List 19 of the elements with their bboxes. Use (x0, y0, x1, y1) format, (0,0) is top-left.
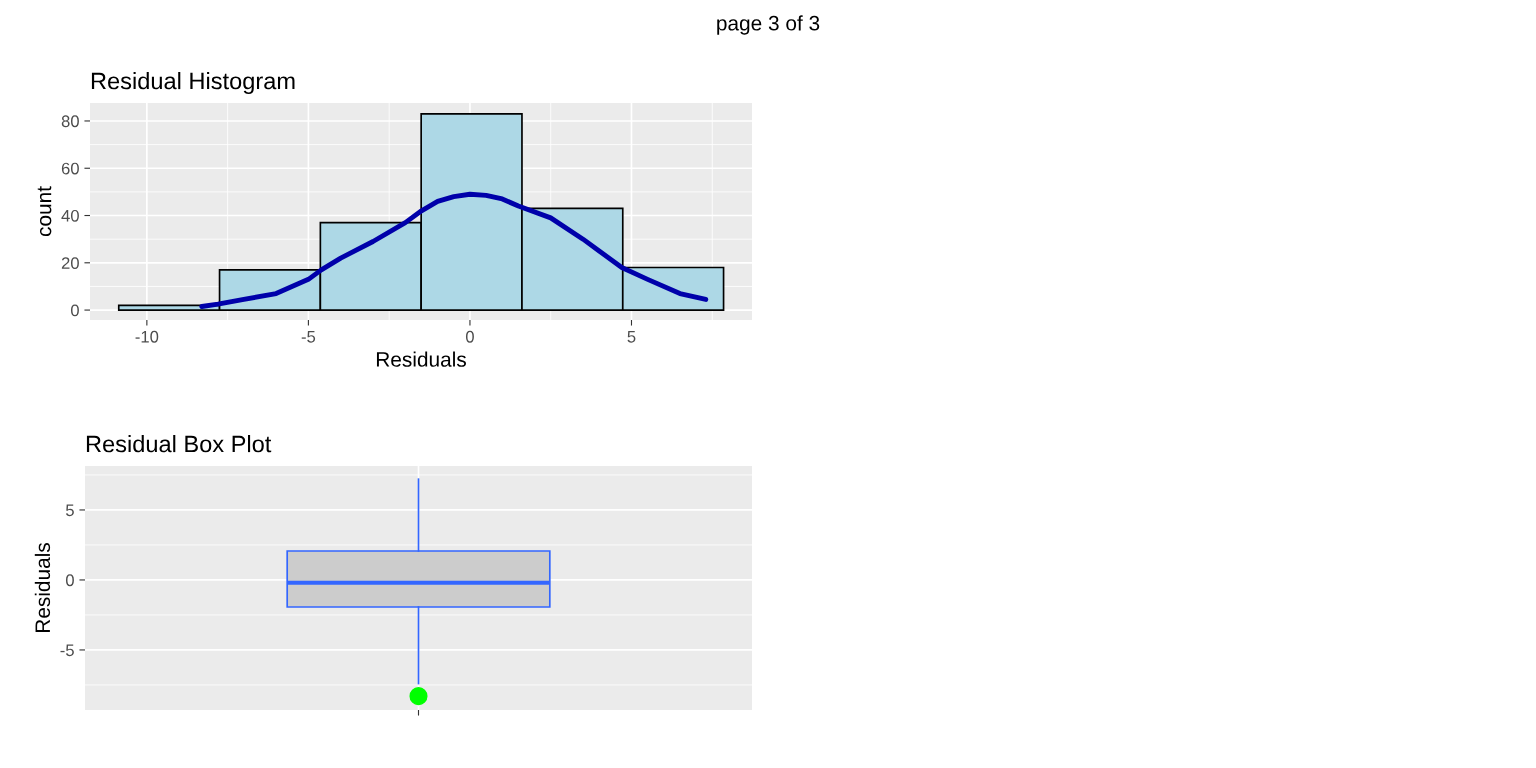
y-tick-label: 0 (65, 574, 74, 587)
y-tick-label: 20 (61, 257, 79, 269)
y-tick-label: 0 (70, 304, 79, 317)
line-series (199, 191, 709, 309)
y-axis-title: count (37, 186, 52, 237)
y-tick-label: 60 (61, 162, 79, 175)
chart-title: Residual Histogram (91, 72, 295, 95)
y-tick-label: 80 (61, 115, 79, 128)
x-axis-title: Residuals (376, 351, 466, 367)
chart-title: Residual Box Plot (86, 435, 272, 453)
y-tick-label: 5 (65, 504, 74, 517)
text: page 3 of 3 (717, 15, 820, 35)
y-axis-title: Residuals (34, 543, 51, 633)
x-tick-label: 0 (465, 330, 474, 343)
y-tick-label: 40 (61, 209, 79, 222)
y-tick-label: -5 (60, 644, 74, 657)
x-tick-label: -5 (301, 331, 316, 343)
x-tick-label: -10 (135, 330, 159, 343)
x-tick-label: 5 (627, 331, 636, 343)
